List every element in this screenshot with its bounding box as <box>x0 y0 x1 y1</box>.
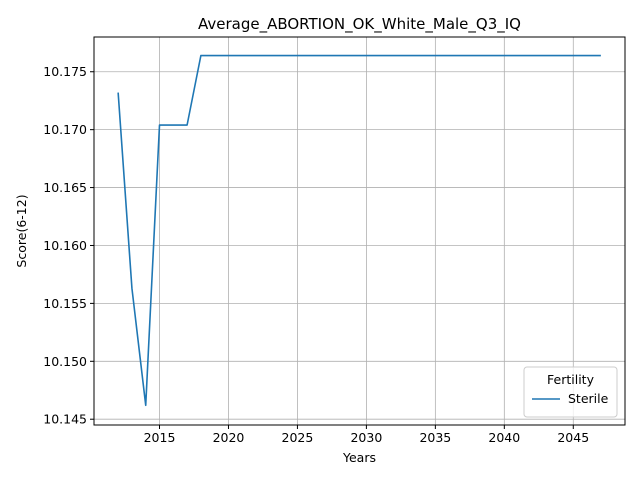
grid <box>94 37 625 425</box>
plot-frame <box>93 36 626 426</box>
legend-entry-label: Sterile <box>568 391 609 406</box>
legend: Fertility Sterile <box>523 366 618 418</box>
y-tick-label: 10.175 <box>43 64 87 79</box>
y-axis-ticks: 10.145 10.150 10.155 10.160 10.165 10.170 10.1… <box>43 64 94 427</box>
series-line-sterile <box>117 54 601 407</box>
x-axis-label: Years <box>342 450 376 465</box>
x-tick-label: 2015 <box>144 430 176 445</box>
x-tick-label: 2040 <box>488 430 520 445</box>
x-tick-label: 2025 <box>282 430 314 445</box>
x-tick-label: 2045 <box>557 430 589 445</box>
legend-title: Fertility <box>547 372 595 387</box>
x-axis-ticks: 2015 2020 2025 2030 2035 2040 2045 <box>144 425 589 445</box>
y-tick-label: 10.160 <box>43 238 87 253</box>
legend-box <box>523 366 618 418</box>
series-layer <box>117 54 601 407</box>
chart-title: Average_ABORTION_OK_White_Male_Q3_IQ <box>198 15 521 34</box>
legend-items: Sterile <box>532 391 609 406</box>
x-tick-label: 2035 <box>419 430 451 445</box>
y-tick-label: 10.155 <box>43 296 87 311</box>
y-tick-label: 10.150 <box>43 354 87 369</box>
x-tick-label: 2020 <box>213 430 245 445</box>
x-tick-label: 2030 <box>350 430 382 445</box>
y-axis-label: Score(6-12) <box>14 194 29 267</box>
y-tick-label: 10.165 <box>43 180 87 195</box>
y-tick-label: 10.170 <box>43 122 87 137</box>
y-tick-label: 10.145 <box>43 412 87 427</box>
